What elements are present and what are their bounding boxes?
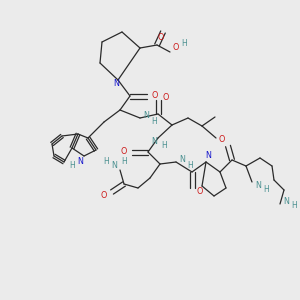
- Text: O: O: [197, 188, 203, 196]
- Text: O: O: [173, 44, 179, 52]
- Text: N: N: [113, 80, 119, 88]
- Text: H: H: [263, 185, 269, 194]
- Text: H: H: [121, 157, 127, 166]
- Text: O: O: [152, 92, 158, 100]
- Text: H: H: [291, 202, 297, 211]
- Text: N: N: [255, 181, 261, 190]
- Text: N: N: [205, 152, 211, 160]
- Text: H: H: [187, 160, 193, 169]
- Text: N: N: [179, 154, 185, 164]
- Text: O: O: [101, 191, 107, 200]
- Text: H: H: [161, 140, 167, 149]
- Text: O: O: [163, 94, 169, 103]
- Text: N: N: [151, 136, 157, 146]
- Text: O: O: [121, 148, 127, 157]
- Text: H: H: [181, 40, 187, 49]
- Text: O: O: [158, 32, 164, 41]
- Text: N: N: [111, 161, 117, 170]
- Text: O: O: [219, 136, 225, 145]
- Text: H: H: [69, 161, 75, 170]
- Text: H: H: [151, 116, 157, 125]
- Text: N: N: [143, 110, 149, 119]
- Text: H: H: [103, 158, 109, 166]
- Text: N: N: [283, 196, 289, 206]
- Text: N: N: [77, 157, 83, 166]
